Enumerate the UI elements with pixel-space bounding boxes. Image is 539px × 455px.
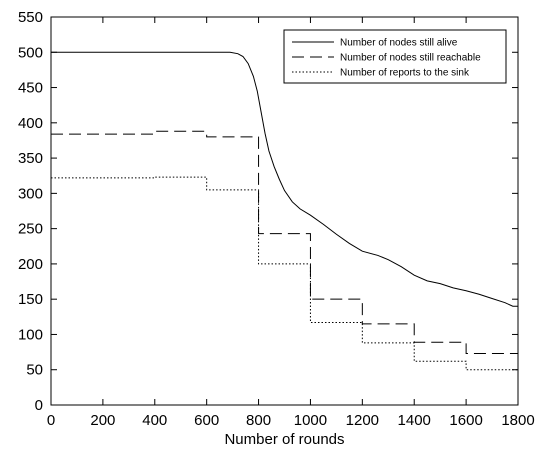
x-tick-label: 400 [142,412,167,429]
x-axis-title: Number of rounds [224,431,344,448]
x-tick-label: 1800 [501,412,534,429]
x-tick-label: 800 [246,412,271,429]
y-tick-label: 450 [18,80,43,97]
y-tick-label: 300 [18,185,43,202]
y-tick-label: 500 [18,44,43,61]
y-tick-label: 550 [18,9,43,26]
x-tick-label: 1000 [294,412,327,429]
x-tick-label: 1200 [346,412,379,429]
x-tick-label: 600 [194,412,219,429]
y-tick-label: 350 [18,150,43,167]
legend-label-reports: Number of reports to the sink [340,68,470,79]
x-tick-label: 1400 [398,412,431,429]
legend-label-alive: Number of nodes still alive [340,38,458,49]
x-tick-labels: 0 200 400 600 800 1000 1200 1400 1600 1800 [47,412,535,429]
y-tick-label: 50 [26,362,43,379]
series-line-reports [51,176,518,371]
y-tick-label: 100 [18,326,43,343]
x-tick-label: 0 [47,412,55,429]
y-tick-label: 0 [35,397,43,414]
series-layer [51,51,518,371]
x-tick-label: 200 [90,412,115,429]
x-tick-label: 1600 [449,412,482,429]
plot-frame [50,16,519,406]
series-line-reachable [51,130,518,354]
y-tick-label: 200 [18,256,43,273]
legend: Number of nodes still alive Number of no… [283,29,507,84]
legend-label-reachable: Number of nodes still reachable [340,53,481,64]
y-tick-labels: 0 50 100 150 200 250 300 350 400 450 500 550 [18,9,43,414]
y-tick-label: 400 [18,115,43,132]
y-tick-label: 150 [18,291,43,308]
series-line-alive [51,51,518,307]
y-tick-label: 250 [18,221,43,238]
